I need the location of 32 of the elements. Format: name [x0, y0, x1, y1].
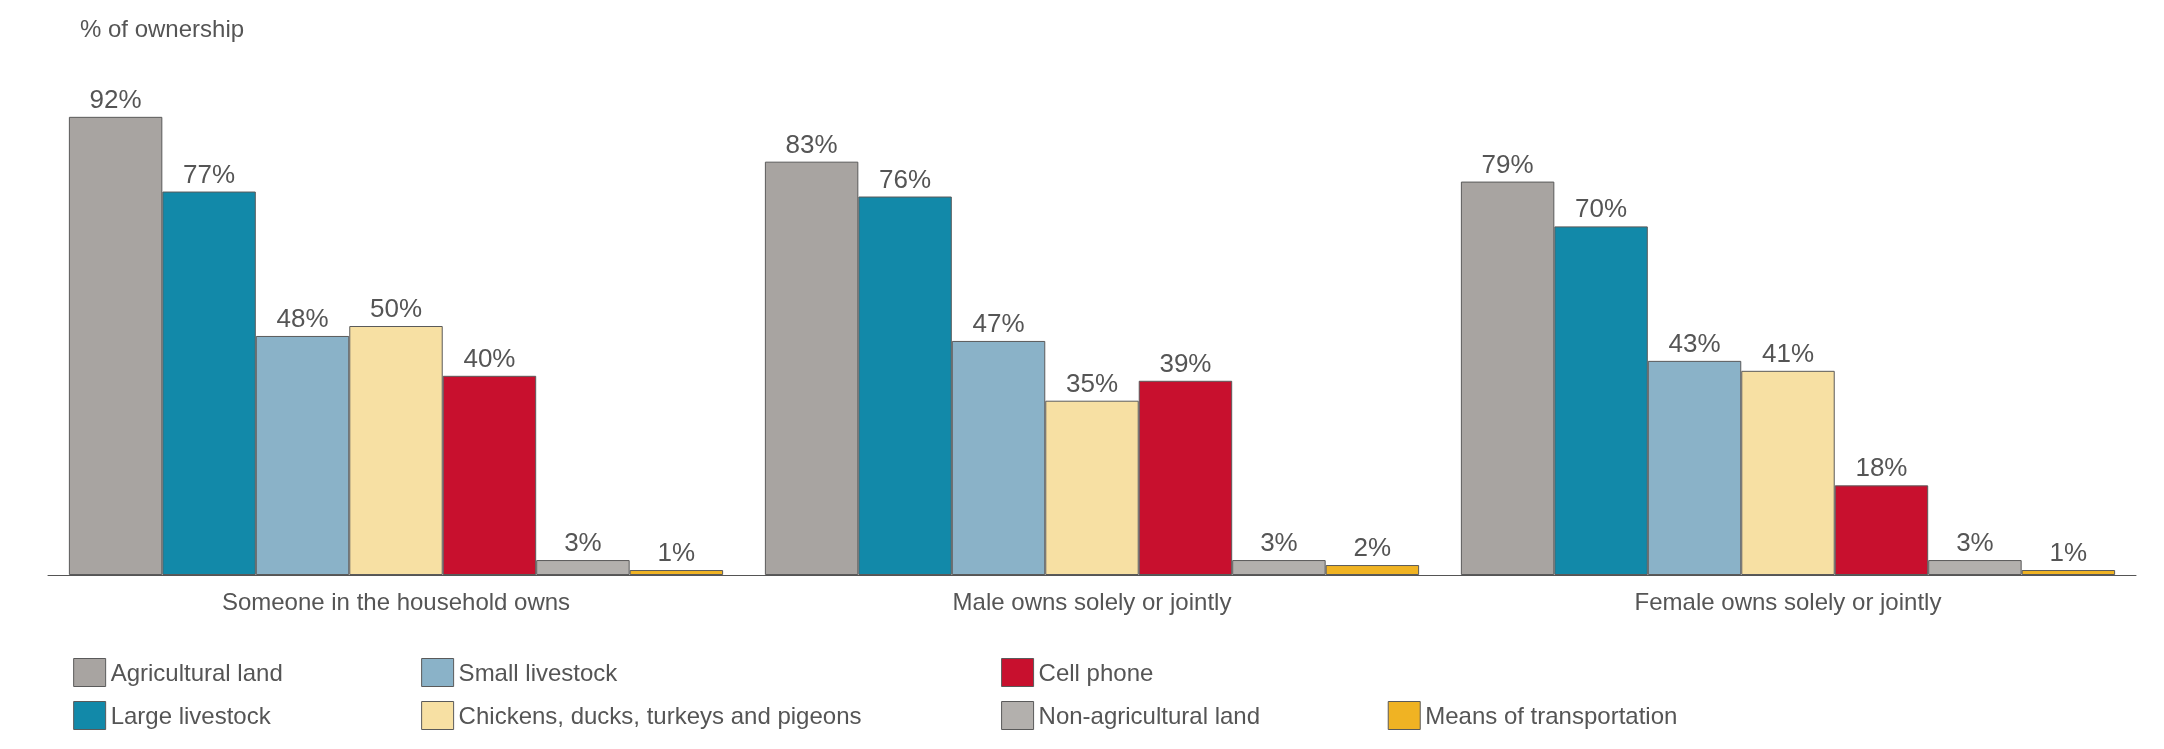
legend-label: Large livestock [110, 702, 272, 729]
legend-label: Cell phone [1038, 659, 1154, 686]
data-label: 76% [879, 163, 932, 194]
data-label: 39% [1159, 347, 1212, 378]
data-label: 3% [1260, 527, 1298, 558]
legend-label: Chickens, ducks, turkeys and pigeons [458, 702, 862, 729]
data-label: 79% [1481, 148, 1534, 179]
data-label: 3% [1956, 527, 1994, 558]
x-tick-label: Female owns solely or jointly [1634, 587, 1942, 615]
data-label: 1% [657, 537, 696, 568]
data-label: 43% [1668, 327, 1721, 358]
legend-label: Agricultural land [110, 659, 283, 686]
data-label: 1% [2049, 537, 2088, 568]
data-label: 92% [89, 83, 142, 114]
legend-label: Small livestock [458, 659, 619, 686]
data-label: 50% [369, 293, 423, 323]
data-label: 3% [564, 527, 602, 558]
legend-label: Non-agricultural land [1038, 702, 1261, 729]
data-label: 41% [1761, 337, 1815, 368]
y-axis-title: % of ownership [80, 14, 245, 42]
data-label: 40% [463, 342, 516, 373]
data-label: 35% [1065, 367, 1119, 398]
data-label: 2% [1353, 532, 1392, 563]
data-label: 83% [785, 128, 838, 159]
data-label: 48% [276, 302, 329, 333]
x-tick-label: Male owns solely or jointly [952, 587, 1232, 615]
x-tick-label: Someone in the household owns [221, 587, 571, 615]
data-label: 47% [972, 307, 1025, 338]
data-label: 77% [183, 158, 236, 189]
data-label: 18% [1855, 452, 1908, 483]
legend-label: Means of transportation [1425, 702, 1678, 729]
data-label: 70% [1575, 193, 1628, 224]
